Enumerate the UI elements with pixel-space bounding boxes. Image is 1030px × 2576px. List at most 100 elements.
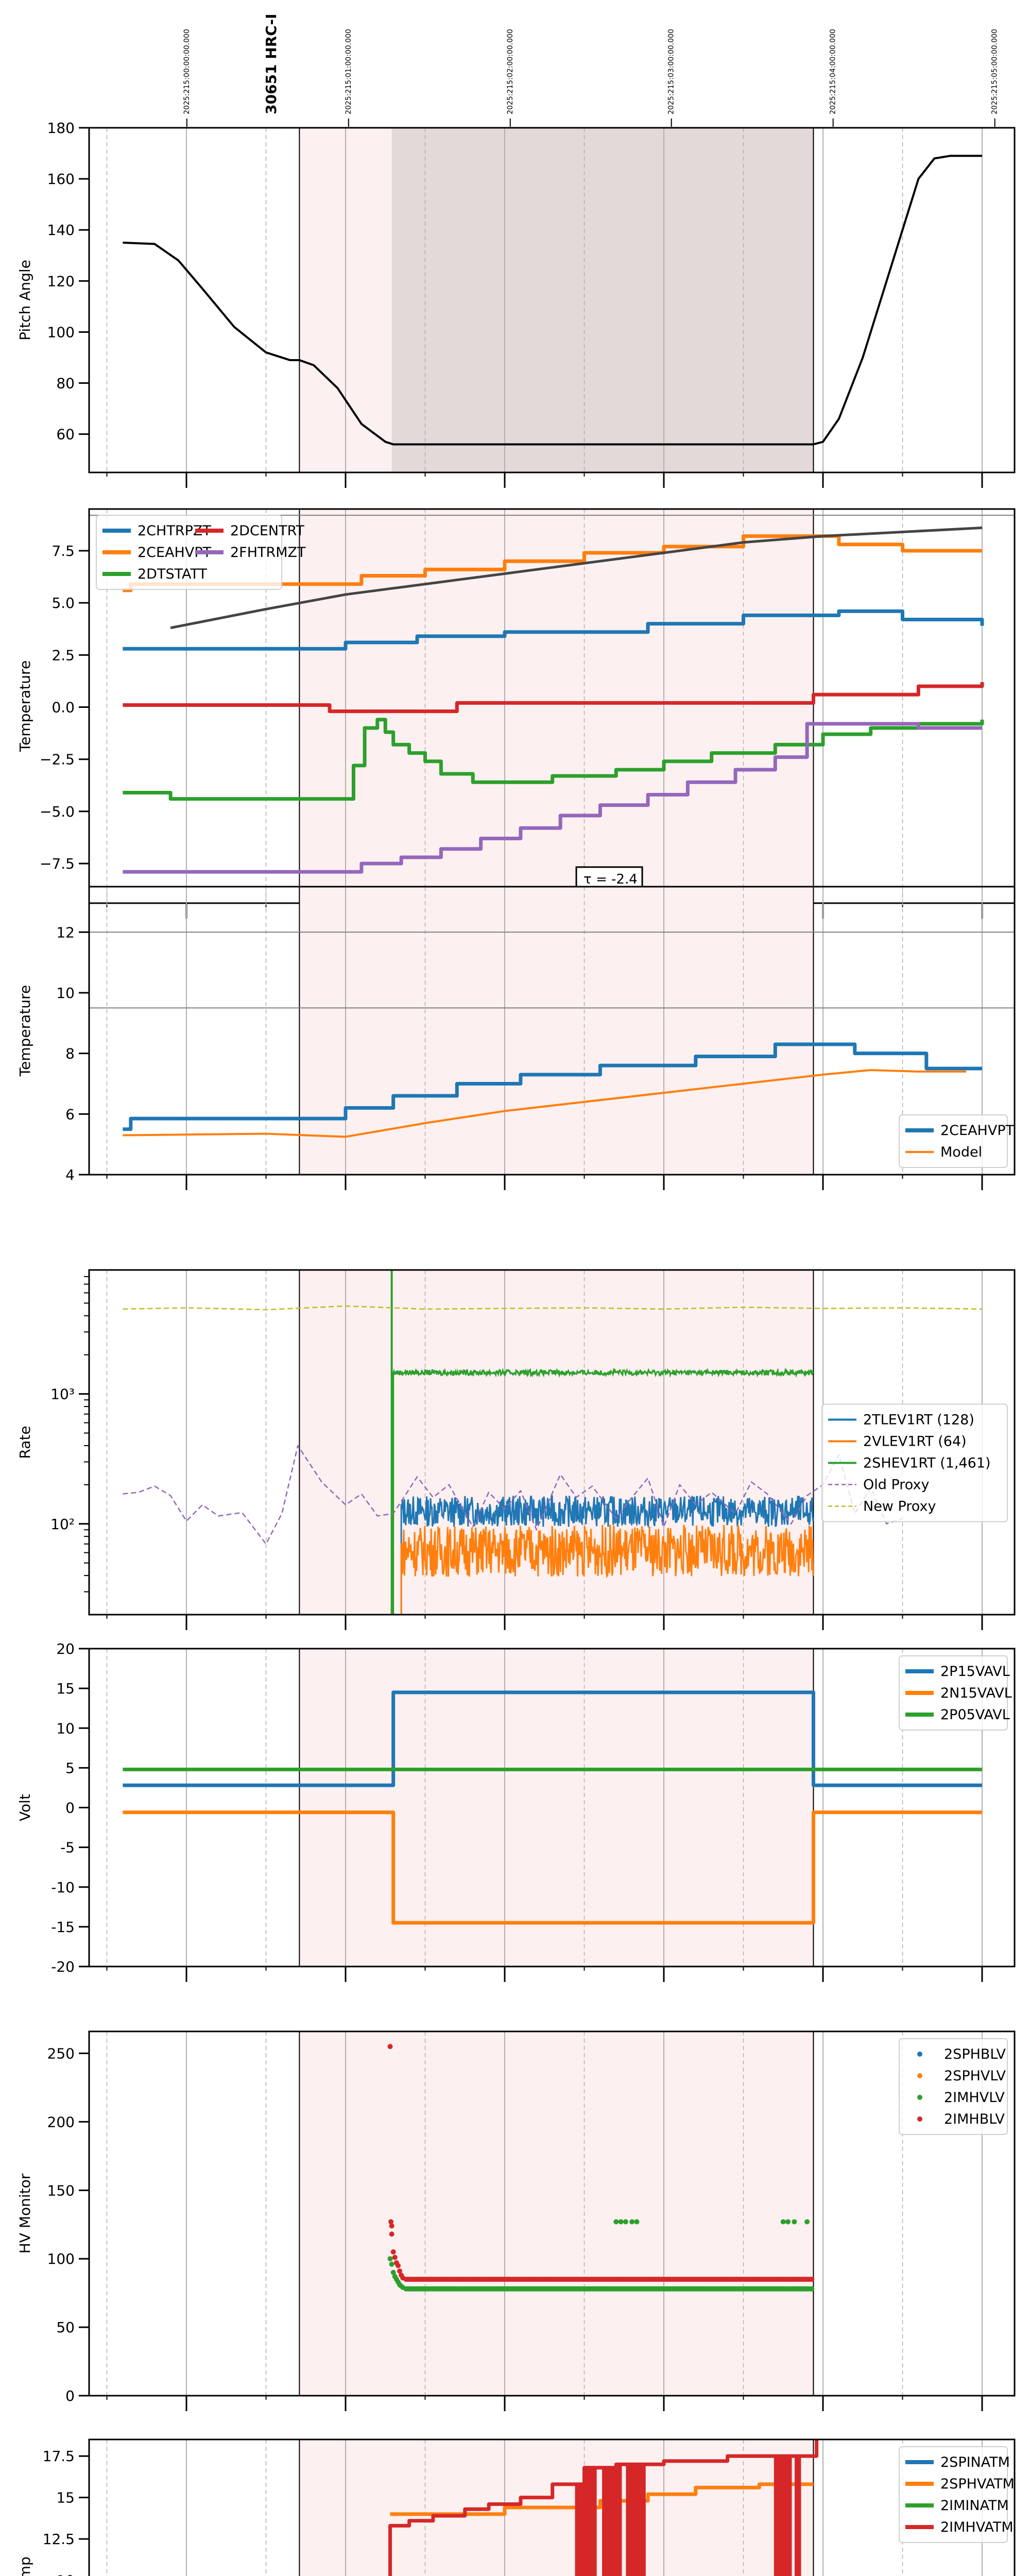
legend-label: 2IMHVATM [940,2519,1014,2535]
y-tick-label: 5.0 [52,595,75,612]
axes-frame [88,127,1016,473]
y-tick-label: 250 [47,2045,75,2062]
y-tick-label: 0.0 [52,699,75,716]
axes-frame [88,1269,1016,1616]
y-tick-label: 4 [65,1166,75,1183]
top-time-label: 2025:215:02:00:00.000 [506,29,514,114]
series-2imhblv-point [387,2044,393,2049]
legend-label: 2P05VAVL [940,1707,1010,1723]
top-time-label: 2025:215:05:00:00.000 [991,29,999,114]
series-2n15vavl [123,1810,982,1925]
series-2chtrpzt [123,609,984,651]
y-axis-label: HV Monitor [16,2173,33,2253]
y-tick-label: -5 [60,1839,75,1856]
legend-box [899,2038,1008,2135]
legend-label: 2SPHVLV [944,2068,1006,2084]
plot-area [106,1649,983,1967]
series-2sphvatm [390,2482,814,2516]
series-pitch [123,155,982,446]
legend-label: 2IMHBLV [944,2111,1005,2127]
slew-shade [391,128,814,472]
y-tick-label: 140 [47,222,75,239]
series-2imhvlv-point [613,2219,619,2225]
fit-annotation-text: τ = -2.4 [583,872,638,887]
series-2imhblv-point [397,2268,403,2274]
y-tick-label: 20 [56,1640,75,1657]
y-tick-label: 15 [56,1680,75,1697]
y-axis-label: Detector Temp [16,2556,33,2576]
series-2imhvlv-point [634,2219,640,2225]
legend-label: 2VLEV1RT (64) [863,1434,967,1450]
series-2imhblv-point [809,2277,815,2282]
legend-label: 2DCENTRT [230,523,304,539]
legend-marker [917,2095,922,2100]
plot-area [106,1270,983,1615]
plot-area [106,2031,983,2396]
y-tick-label: 10³ [50,1386,75,1403]
top-time-label: 2025:215:03:00:00.000 [667,29,676,114]
y-tick-label: 10 [56,2572,75,2576]
y-tick-label: 8 [65,1045,75,1062]
legend-label: 2DTSTATT [138,566,207,582]
legend: 2CEAHVPT Model [899,1114,1015,1168]
series-2shev1rt-1-461- [392,1367,814,1615]
series-2imhvlv-point [780,2219,786,2225]
legend-label: 2FHTRMZT [230,545,306,561]
series-2imhblv-point [388,2219,394,2225]
series-2p15vavl [123,1690,982,1787]
y-tick-label: −5.0 [40,803,75,820]
y-tick-label: 50 [56,2319,75,2336]
legend-label: 2IMINATM [940,2498,1009,2514]
top-axis: 2025:215:00:00:00.000 2025:215:01:00:00.0… [183,14,999,127]
y-tick-label: −7.5 [40,855,75,872]
y-tick-label: 12.5 [43,2531,75,2548]
legend-label: 2SHEV1RT (1,461) [863,1455,991,1471]
y-tick-label: −2.5 [40,751,75,768]
axes-frame [88,2030,1016,2397]
series-old-proxy [123,1445,903,1545]
series-2imhvlv-point [809,2286,815,2292]
series-2imhvlv-point [390,2269,396,2275]
y-tick-label: 2.5 [52,647,75,664]
y-axis-label: Volt [16,1794,33,1821]
y-tick-label: 5 [65,1759,75,1776]
legend-marker [917,2052,922,2057]
series-2vlev1rt-64- [400,1524,814,1615]
legend: 2SPHBLV 2SPHVLV 2IMHVLV 2IMHBLV [899,2038,1008,2135]
legend-label: 2N15VAVL [940,1685,1012,1701]
y-tick-label: 12 [56,924,75,941]
legend-label: 2P15VAVL [940,1664,1010,1680]
legend: 2SPINATM 2SPHVATM 2IMINATM 2IMHVATM [899,2446,1015,2543]
legend-label: New Proxy [863,1499,936,1515]
series-2imhblv-point [389,2231,394,2237]
y-tick-label: 80 [56,375,75,392]
axes-frame [88,2438,1016,2576]
legend-label: 2SPHBLV [944,2046,1006,2062]
y-tick-label: 7.5 [52,543,75,560]
panel-1: 60 80 100 120 140 160 180 Pitch Angle [16,120,1016,488]
y-tick-label: 17.5 [43,2448,75,2465]
observation-label: 30651 HRC-I [263,14,280,114]
series-2imhvlv-point [389,2261,394,2267]
legend-label: 2SPINATM [940,2454,1010,2470]
y-tick-label: 180 [47,120,75,137]
plot-area [89,509,1015,903]
legend-label: 2TLEV1RT (128) [863,1412,974,1428]
series-2imhvlv-point [629,2219,635,2225]
observation-shade [299,887,814,1175]
top-time-label: 2025:215:04:00:00.000 [829,29,837,114]
y-tick-label: 160 [47,171,75,188]
y-tick-label: 0 [65,2387,75,2404]
y-tick-label: 120 [47,273,75,290]
y-axis-label: Temperature [16,985,33,1077]
y-tick-label: 10 [56,1720,75,1737]
series-2imhvlv-point [623,2219,628,2225]
y-axis-label: Pitch Angle [16,260,33,341]
y-axis-label: Rate [16,1426,33,1459]
legend-label: Old Proxy [863,1477,929,1493]
y-tick-label: -20 [51,1958,75,1975]
